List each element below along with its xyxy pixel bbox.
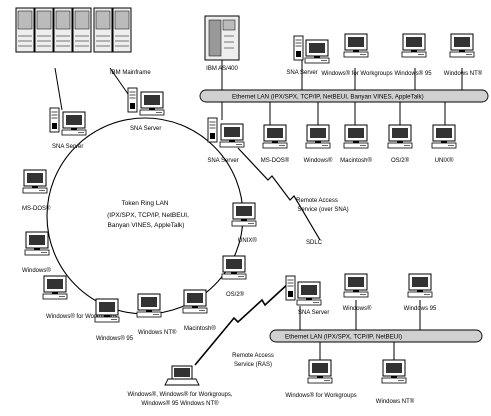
mainframe-label: IBM Mainframe — [110, 70, 151, 76]
ring-protocols-1: (IPX/SPX, TCP/IP, NetBEUI, — [107, 212, 189, 219]
sna-server-top-label: SNA Server — [286, 70, 317, 76]
row-label-2: Windows® — [304, 157, 333, 164]
windows-bottom-icon — [343, 273, 369, 298]
winnt-bottom-label: Windows NT® — [376, 398, 415, 405]
sna-server-bottom-icon — [285, 275, 322, 306]
win95-top-label: Windows® 95 — [394, 70, 432, 77]
windows-bottom-label: Windows® — [343, 305, 372, 312]
wfw-top-label: Windows® for Workgroups — [321, 70, 392, 77]
sna-server-left-label: SNA Server — [52, 144, 83, 150]
ring-node-label-1: Windows® — [22, 267, 51, 274]
laptop-label-2: Windows® 95 Windows NT® — [141, 400, 219, 407]
remote-ras-label-2: Service (RAS) — [234, 362, 272, 368]
row-label-1: MS-DOS® — [261, 157, 290, 164]
ring-node-label-5: Macintosh® — [184, 325, 216, 332]
ring-node-win95-icon — [94, 298, 120, 323]
as400-icon — [204, 15, 240, 61]
sdlc-label: SDLC — [306, 240, 323, 246]
sna-server-bottom-label: SNA Server — [298, 310, 329, 316]
win95-bottom-label: Windows 95 — [404, 306, 437, 312]
ethernet-bar-bottom: Ethernet LAN (IPX/SPX, TCP/IP, NetBEUI) — [269, 329, 483, 343]
laptop-icon — [164, 365, 200, 386]
windows-top-icon — [305, 124, 331, 149]
ethernet-top-label: Ethernet LAN (IPX/SPX, TCP/IP, NetBEUI, … — [232, 94, 424, 101]
remote-sna-label-2: Service (over SNA) — [297, 207, 348, 213]
sna-server-mid-icon — [207, 117, 245, 148]
remote-sna-link — [237, 147, 321, 241]
remote-ras-link — [194, 281, 291, 366]
ring-node-label-4: Windows NT® — [138, 329, 177, 336]
ring-node-label-2: Windows® for Workgroups — [46, 313, 117, 320]
mainframe-icon — [15, 7, 132, 53]
laptop-label-1: Windows®, Windows® for Workgroups, — [127, 391, 232, 398]
sna-server-top-icon — [293, 35, 330, 64]
wfw-bottom-icon — [307, 359, 333, 384]
ring-node-msdos-icon — [22, 169, 48, 194]
ring-node-windows-icon — [24, 231, 50, 256]
ring-node-label-7: UNIX® — [238, 237, 257, 244]
remote-sna-label-1: Remote Access — [296, 198, 338, 204]
ring-node-macintosh-icon — [182, 289, 208, 314]
ring-node-os2-icon — [221, 255, 247, 280]
winnt-top-icon — [449, 33, 475, 58]
connection-lines — [54, 60, 463, 360]
sna-server-left-icon — [49, 107, 87, 136]
unix-top-icon — [431, 124, 457, 149]
ring-protocols-2: Banyan VINES, AppleTalk) — [108, 222, 185, 229]
ethernet-bar-top: Ethernet LAN (IPX/SPX, TCP/IP, NetBEUI, … — [199, 89, 489, 103]
ring-node-unix-icon — [231, 202, 257, 227]
ring-node-winnt-icon — [136, 293, 162, 318]
win95-top-icon — [401, 33, 427, 58]
ring-node-label-6: OS/2® — [226, 291, 245, 298]
row-label-5: UNIX® — [435, 157, 454, 164]
msdos-top-icon — [262, 124, 288, 149]
ring-title: Token Ring LAN — [122, 200, 169, 207]
wfw-top-icon — [343, 33, 369, 58]
winnt-bottom-icon — [381, 359, 407, 384]
ring-node-wfw-icon — [42, 275, 68, 300]
wfw-bottom-label: Windows® for Workgroups — [285, 392, 356, 399]
row-label-0: SNA Server — [207, 158, 238, 164]
remote-ras-label-1: Remote Access — [232, 353, 274, 359]
row-label-3: Macintosh® — [340, 157, 372, 164]
win95-bottom-icon — [407, 273, 433, 298]
sna-server-pc-icon — [127, 87, 165, 116]
as400-label: IBM AS/400 — [206, 66, 238, 72]
os2-top-icon — [387, 124, 413, 149]
ethernet-bottom-label: Ethernet LAN (IPX/SPX, TCP/IP, NetBEUI) — [285, 334, 402, 341]
winnt-top-label: Windows NT® — [444, 70, 483, 77]
ring-node-label-0: MS-DOS® — [22, 205, 51, 212]
row-label-4: OS/2® — [391, 157, 410, 164]
macintosh-top-icon — [343, 124, 369, 149]
ring-node-label-3: Windows® 95 — [96, 335, 134, 342]
sna-server-pc-label: SNA Server — [130, 126, 161, 132]
